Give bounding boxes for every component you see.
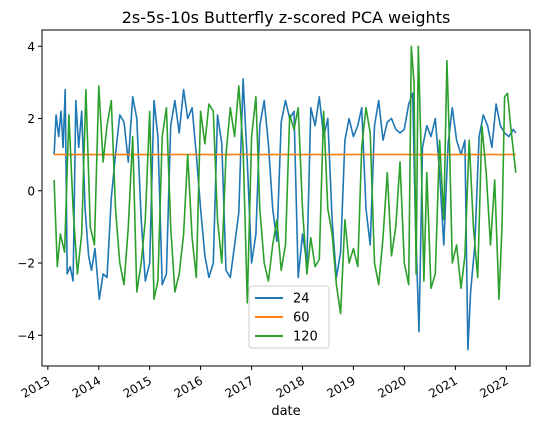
x-tick-label: 2019 [324, 373, 357, 400]
legend-label-24: 24 [293, 292, 310, 307]
y-tick-label: 2 [27, 112, 35, 126]
x-tick-label: 2018 [274, 373, 307, 400]
series-line-120 [53, 45, 517, 315]
x-tick-label: 2017 [223, 373, 256, 400]
x-tick-label: 2021 [426, 373, 459, 400]
legend-box [248, 285, 330, 349]
x-axis-label: date [271, 404, 300, 419]
y-tick-label: −4 [17, 329, 35, 343]
x-axis: 2013 2014 2015 2016 2017 2018 2019 2020 2021 2022 [19, 366, 511, 401]
plot-frame [41, 29, 531, 367]
y-tick-label: 0 [27, 184, 35, 198]
x-tick-label: 2015 [121, 373, 154, 400]
series-layer [53, 45, 517, 351]
x-tick-label: 2020 [375, 373, 408, 400]
y-tick-label: −2 [17, 257, 35, 271]
chart-title: 2s-5s-10s Butterfly z-scored PCA weights [122, 8, 451, 27]
x-tick-label: 2016 [172, 373, 205, 400]
x-tick-label: 2022 [477, 373, 510, 400]
y-axis: −4 −2 0 2 4 [17, 40, 42, 343]
legend: 24 60 120 [248, 285, 330, 349]
y-tick-label: 4 [27, 40, 35, 54]
legend-label-120: 120 [293, 330, 318, 345]
legend-label-60: 60 [293, 311, 310, 326]
x-tick-label: 2013 [19, 373, 52, 400]
x-tick-label: 2014 [70, 373, 103, 400]
